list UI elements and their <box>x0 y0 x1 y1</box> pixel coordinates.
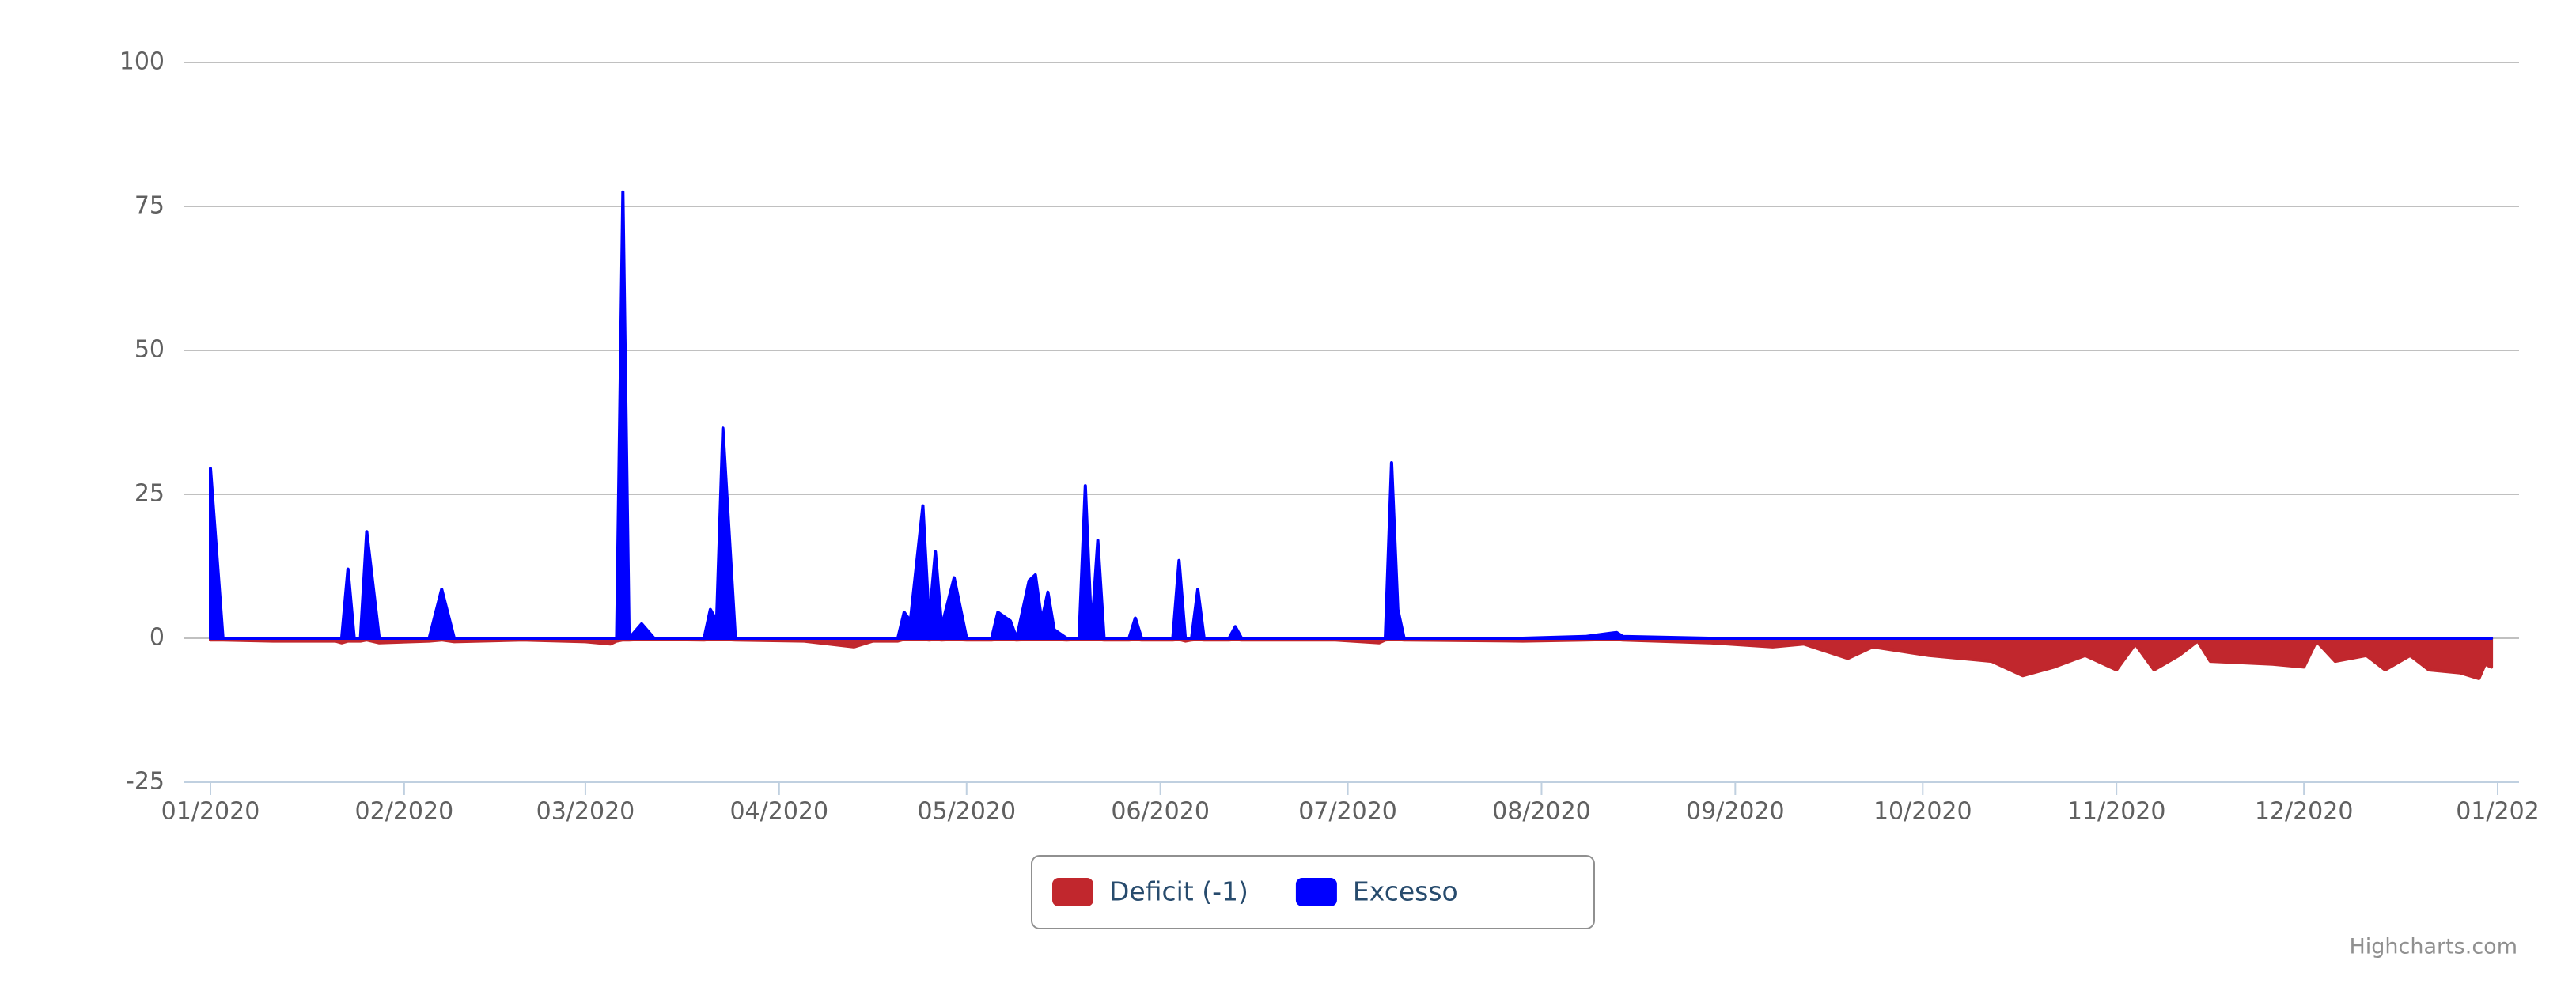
x-tick-label: 05/2020 <box>917 798 1016 826</box>
y-tick-label: 25 <box>134 480 165 508</box>
y-tick-label: -25 <box>126 768 165 796</box>
x-tick-label: 12/2020 <box>2255 798 2354 826</box>
x-tick-label: 09/2020 <box>1686 798 1785 826</box>
y-tick-label: 50 <box>134 336 165 364</box>
x-tick-label: 08/2020 <box>1492 798 1591 826</box>
legend-label[interactable]: Deficit (-1) <box>1109 876 1248 907</box>
x-tick-label: 02/2020 <box>355 798 454 826</box>
area <box>209 637 2494 680</box>
x-tick-label: 06/2020 <box>1111 798 1210 826</box>
y-tick-label: 75 <box>134 192 165 220</box>
legend-item[interactable]: Excesso <box>1295 876 1458 907</box>
credits[interactable]: Highcharts.com <box>2349 935 2517 959</box>
legend-symbol[interactable] <box>1052 878 1093 906</box>
x-tick-label: 01/2020 <box>161 798 260 826</box>
x-tick-label: 01/202 <box>2456 798 2540 826</box>
area <box>209 190 2494 640</box>
y-tick-label: 0 <box>150 624 165 652</box>
x-tick-label: 11/2020 <box>2067 798 2166 826</box>
x-tick-label: 10/2020 <box>1873 798 1972 826</box>
x-tick-label: 04/2020 <box>729 798 828 826</box>
legend-item[interactable]: Deficit (-1) <box>1052 876 1248 907</box>
x-tick-label: 03/2020 <box>536 798 635 826</box>
legend-symbol[interactable] <box>1295 878 1337 906</box>
legend-label[interactable]: Excesso <box>1353 876 1458 907</box>
y-tick-label: 100 <box>119 48 165 76</box>
x-tick-label: 07/2020 <box>1298 798 1397 826</box>
